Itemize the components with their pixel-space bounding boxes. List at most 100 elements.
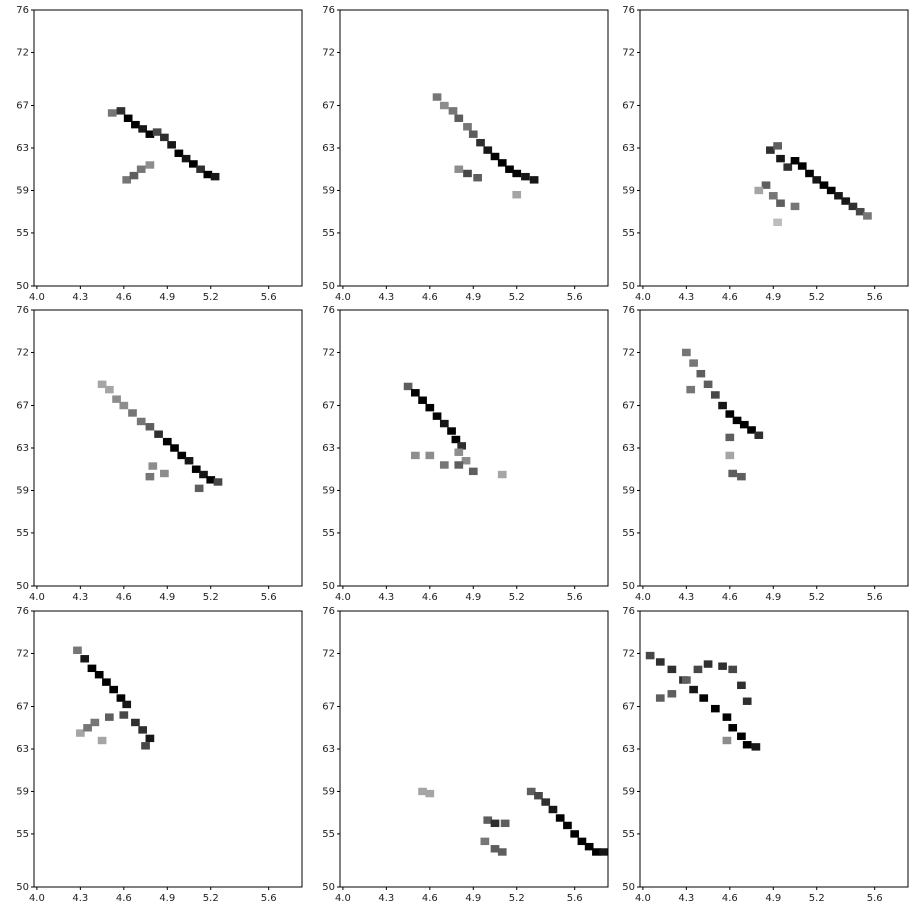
heat-cell <box>483 146 493 154</box>
axes-frame <box>339 309 609 587</box>
x-tick-label: 5.6 <box>261 592 277 603</box>
x-tick-label: 4.9 <box>465 292 481 303</box>
heat-cell <box>754 186 764 195</box>
heat-cell <box>703 380 713 389</box>
heat-cell <box>119 711 129 719</box>
heat-cell <box>667 690 677 698</box>
y-tick-label: 50 <box>622 281 635 292</box>
y-tick-label: 50 <box>16 581 29 592</box>
heat-cell <box>742 697 752 705</box>
axes-frame <box>639 309 909 587</box>
heat-cell <box>776 154 785 163</box>
heat-cell <box>592 848 601 856</box>
heat-cell <box>447 427 456 435</box>
heat-cell <box>213 478 223 486</box>
x-tick-label: 4.3 <box>72 893 88 904</box>
heat-cell <box>203 170 213 179</box>
y-tick-label: 76 <box>322 606 335 617</box>
x-tick-label: 5.6 <box>567 592 583 603</box>
heat-cell <box>728 469 738 478</box>
heat-cell <box>722 713 732 721</box>
heat-cell <box>136 417 146 426</box>
x-tick-label: 5.6 <box>261 292 277 303</box>
x-tick-label: 4.6 <box>116 592 132 603</box>
heat-cell <box>783 163 793 171</box>
heat-cell <box>152 128 162 136</box>
heat-cell <box>689 685 698 694</box>
heat-cell <box>418 396 427 404</box>
heat-cell <box>107 109 117 117</box>
heat-cell <box>154 430 163 438</box>
heat-cell <box>189 160 198 168</box>
x-tick-label: 5.6 <box>261 893 277 904</box>
heat-cell <box>855 207 865 216</box>
x-tick-label: 4.6 <box>116 292 132 303</box>
y-tick-label: 76 <box>322 305 335 316</box>
heat-cell <box>686 385 696 394</box>
y-tick-label: 59 <box>622 485 635 496</box>
x-tick-label: 4.6 <box>722 592 738 603</box>
x-tick-label: 5.6 <box>867 292 883 303</box>
heat-cell <box>463 169 472 178</box>
y-tick-label: 63 <box>16 143 29 154</box>
heat-cell <box>812 176 822 184</box>
y-tick-label: 59 <box>16 786 29 797</box>
y-tick-label: 63 <box>16 443 29 454</box>
y-tick-label: 63 <box>622 143 635 154</box>
y-tick-label: 67 <box>16 101 29 112</box>
heat-cell <box>116 107 126 115</box>
heat-cell <box>768 192 778 200</box>
heat-cell <box>145 472 155 481</box>
heat-cell <box>141 742 150 750</box>
x-tick-label: 4.9 <box>765 292 781 303</box>
heat-cell <box>718 662 727 670</box>
heat-cell <box>790 202 800 211</box>
heat-cell <box>457 442 467 450</box>
heat-cell <box>570 830 580 838</box>
heat-cell <box>410 451 420 460</box>
heat-cell <box>122 176 132 184</box>
heat-cell <box>863 212 872 220</box>
heat-cell <box>454 448 464 456</box>
x-tick-label: 4.9 <box>765 893 781 904</box>
heat-cell <box>776 199 785 207</box>
heat-cell <box>737 681 746 690</box>
y-tick-label: 63 <box>322 143 335 154</box>
heat-cell <box>655 658 665 666</box>
heat-cell <box>526 787 536 796</box>
heat-cell <box>97 736 107 745</box>
x-tick-label: 4.3 <box>378 893 394 904</box>
y-tick-label: 55 <box>322 528 335 539</box>
x-tick-label: 5.6 <box>567 292 583 303</box>
axes-frame <box>639 610 909 888</box>
x-tick-label: 4.6 <box>722 893 738 904</box>
heat-cell <box>122 700 132 709</box>
heat-cell <box>468 130 478 138</box>
x-tick-label: 4.3 <box>378 292 394 303</box>
heat-cell <box>123 114 133 122</box>
heat-cell <box>119 401 129 410</box>
heat-cell <box>73 646 82 654</box>
heat-cell <box>841 197 851 205</box>
heat-cell <box>181 154 191 163</box>
heat-cell <box>739 420 749 429</box>
heat-cell <box>577 837 587 846</box>
x-tick-label: 4.9 <box>159 292 175 303</box>
y-tick-label: 76 <box>322 5 335 16</box>
heat-cell <box>194 484 204 493</box>
heat-cell <box>490 845 500 853</box>
heat-cell <box>645 651 655 660</box>
axes-frame <box>339 9 609 287</box>
y-tick-label: 55 <box>16 528 29 539</box>
heat-cell <box>819 181 829 189</box>
y-tick-label: 59 <box>622 185 635 196</box>
y-tick-label: 50 <box>16 281 29 292</box>
heat-cell <box>454 461 464 469</box>
heat-cell <box>790 157 800 165</box>
y-tick-label: 72 <box>322 347 335 358</box>
heat-cell <box>425 789 435 798</box>
heat-cell <box>737 732 746 740</box>
heat-cell <box>104 385 114 394</box>
x-tick-label: 4.6 <box>422 292 438 303</box>
heat-cell <box>512 190 522 199</box>
